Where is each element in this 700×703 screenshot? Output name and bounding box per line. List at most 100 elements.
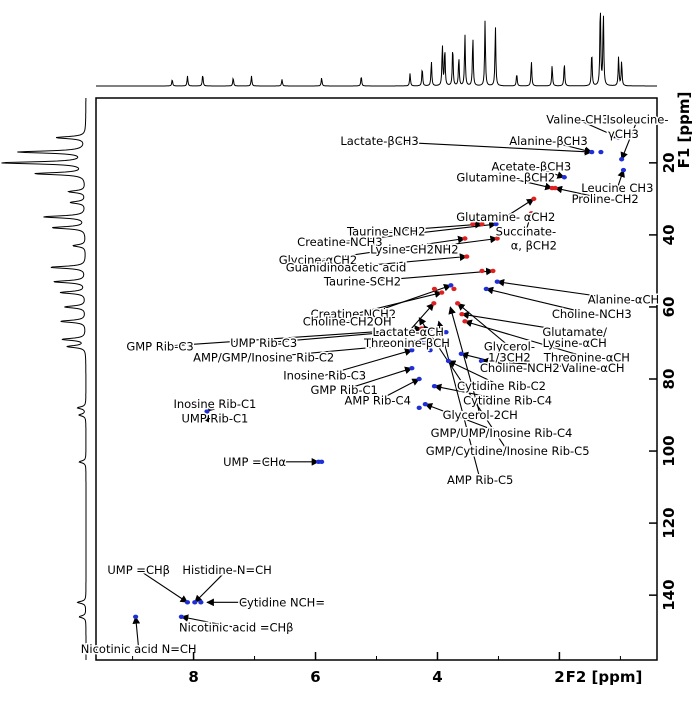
- cross-peak: [184, 600, 191, 605]
- cross-peak: [428, 326, 434, 331]
- cross-peak: [409, 365, 415, 371]
- cross-peak: [464, 254, 470, 259]
- cross-peak: [479, 268, 485, 274]
- annotation-arrow: [460, 351, 520, 369]
- cross-peak: [459, 311, 465, 317]
- annotation-label: Taurine-SCH2: [323, 275, 401, 289]
- annotation-label: Creatine-NCH3: [297, 235, 382, 249]
- annotation-label: Succinate-: [496, 224, 557, 238]
- cross-peak: [204, 409, 210, 414]
- annotation-label: Lactate-βCH3: [340, 134, 418, 148]
- annotation-arrow: [406, 330, 447, 344]
- cross-peak: [419, 340, 425, 346]
- annotation-label: Nicotinic acid N=CH: [81, 642, 197, 656]
- cross-peak: [619, 157, 625, 162]
- annotation-label: Choline-NCH3: [552, 307, 632, 321]
- annotation-label: UMP =CHβ: [107, 563, 170, 577]
- x-tick-label: 2: [554, 668, 564, 686]
- annotation-arrow: [159, 325, 423, 348]
- y-axis-label: F1 [ppm]: [675, 92, 693, 169]
- cross-peak: [561, 175, 567, 180]
- cross-peak: [494, 279, 500, 284]
- annotation-arrow: [424, 403, 502, 434]
- annotation-arrow: [433, 383, 508, 402]
- cross-peak: [479, 221, 485, 227]
- f1-projection: [1, 98, 87, 660]
- annotation-label: Lysine-CH2NH2: [370, 242, 458, 256]
- cross-peak: [319, 459, 325, 465]
- cross-peak: [620, 167, 627, 173]
- cross-peak: [598, 149, 604, 155]
- annotation-arrow: [554, 185, 606, 200]
- cross-peak: [483, 286, 489, 292]
- cross-peak: [133, 614, 139, 619]
- annotation-label: Cytidine Rib-C4: [463, 394, 552, 408]
- cross-peak: [439, 290, 445, 295]
- annotation-label: GMP/UMP/Inosine Rib-C4: [431, 426, 573, 440]
- y-tick-label: 80: [660, 369, 678, 390]
- annotation-label: Glycerol-: [484, 340, 535, 354]
- annotation-label: AMP/GMP/Inosine Rib-C2: [193, 350, 334, 364]
- annotation-label: Inosine Rib-C3: [283, 368, 366, 382]
- annotation-arrow: [531, 165, 566, 179]
- y-tick-label: 140: [660, 579, 678, 610]
- cross-peak: [198, 600, 204, 605]
- cross-peak: [199, 416, 205, 421]
- annotation-arrow: [377, 378, 420, 402]
- y-tick-label: 60: [660, 297, 678, 318]
- annotation-arrow: [263, 339, 423, 358]
- annotation-label: GMP Rib-C1: [310, 383, 377, 397]
- annotation-label: Glutamine- βCH2: [456, 170, 555, 184]
- cross-peak: [552, 185, 558, 191]
- annotation-label: Glycerol-2CH: [443, 408, 518, 422]
- annotation-arrow: [138, 569, 189, 603]
- y-tick-label: 40: [660, 224, 678, 245]
- cross-peak: [192, 600, 198, 605]
- annotation-arrow: [464, 319, 588, 358]
- x-axis-label: F2 [ppm]: [566, 668, 643, 686]
- cross-peak: [462, 236, 468, 241]
- annotation-arrow: [505, 198, 535, 218]
- cross-peak: [423, 340, 430, 346]
- annotation-arrow: [345, 253, 468, 268]
- cross-peak: [178, 614, 184, 619]
- cross-peak: [427, 347, 433, 353]
- cross-peak: [445, 358, 452, 364]
- annotation-label: Choline-CH2OH: [303, 314, 392, 328]
- x-tick-label: 8: [188, 668, 198, 686]
- annotation-arrow: [448, 306, 481, 416]
- annotation-label: Guanidinoacetic acid: [286, 260, 407, 274]
- annotation-label: GMP Rib-C3: [126, 340, 193, 354]
- annotation-arrow: [496, 278, 624, 301]
- cross-peak: [419, 326, 425, 331]
- cross-peak: [528, 211, 534, 216]
- annotation-arrow: [263, 325, 432, 344]
- cross-peak: [458, 351, 464, 356]
- x-tick-label: 4: [432, 668, 442, 686]
- f2-projection: [96, 12, 657, 87]
- y-tick-label: 20: [660, 152, 678, 173]
- cross-peak: [422, 402, 428, 407]
- cross-peak: [443, 329, 449, 335]
- y-axis: 20 40 60 80 100 120 140: [649, 152, 678, 611]
- annotation-arrow: [386, 220, 483, 232]
- annotation-arrow: [436, 320, 481, 481]
- cross-peak: [431, 384, 438, 389]
- annotation-label: Lysine-αCH: [543, 336, 607, 350]
- annotation-label: GMP/Cytidine/Inosine Rib-C5: [426, 444, 590, 458]
- annotation-label: α, βCH2: [511, 239, 557, 253]
- annotation-label: Glutamate/: [542, 325, 607, 339]
- annotation-label: Nicotinic acid =CHβ: [179, 621, 294, 635]
- annotation-label: Choline-NCH2: [480, 361, 560, 375]
- cross-peak: [416, 405, 422, 411]
- annotation-label: UMP Rib-C3: [230, 336, 297, 350]
- annotation-arrow: [339, 221, 497, 243]
- cross-peak: [531, 196, 537, 202]
- cross-peak: [431, 286, 438, 292]
- cross-peak: [494, 236, 500, 241]
- cross-peak: [431, 301, 437, 306]
- annotation-arrow: [461, 311, 575, 333]
- annotation-arrow: [525, 212, 534, 232]
- annotation-label: Glutamine- αCH2: [456, 210, 555, 224]
